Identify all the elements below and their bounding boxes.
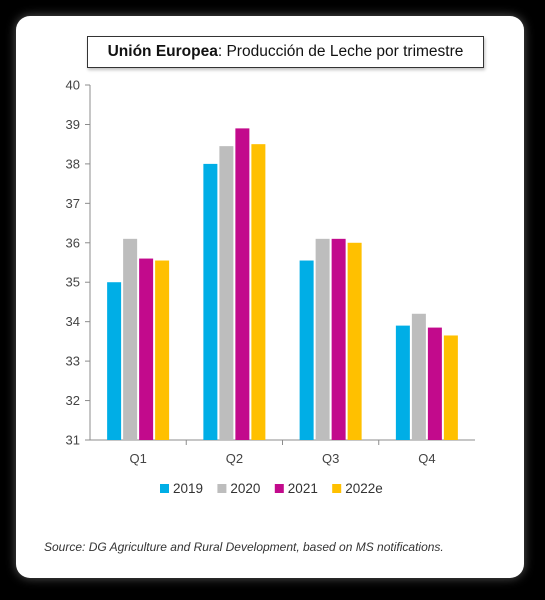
legend-swatch-2020 — [217, 484, 227, 493]
legend-label-2021: 2021 — [288, 481, 318, 496]
bar-q4-2020 — [411, 313, 426, 440]
source-note: Source: DG Agriculture and Rural Develop… — [44, 540, 444, 554]
bar-q4-2021 — [427, 327, 442, 440]
bar-q1-2019 — [107, 282, 122, 440]
chart-title-bold: Unión Europea — [107, 43, 218, 60]
y-tick-label: 33 — [66, 354, 80, 369]
bar-q3-2020 — [315, 238, 330, 440]
bar-q3-2019 — [299, 260, 314, 440]
bar-q2-2019 — [203, 163, 218, 440]
y-tick-label: 39 — [66, 117, 80, 132]
bar-q3-2021 — [331, 238, 346, 440]
bar-q2-2020 — [219, 146, 234, 440]
chart-legend: 2019 2020 2021 2022e — [160, 481, 383, 496]
x-tick-label: Q1 — [129, 451, 146, 466]
x-tick-label: Q4 — [418, 451, 435, 466]
chart-card: 31 32 33 34 35 36 37 38 39 40 Q1 Q2 Q3 Q4 2019 2020 202… — [16, 16, 524, 578]
x-tick-label: Q3 — [322, 451, 339, 466]
y-tick-label: 35 — [66, 275, 80, 290]
x-tick-label: Q2 — [226, 451, 243, 466]
legend-swatch-2019 — [160, 484, 169, 493]
y-tick-label: 40 — [66, 78, 80, 93]
bar-q4-2019 — [395, 325, 410, 440]
bar-q1-2020 — [123, 238, 138, 440]
bar-q4-2022e — [443, 335, 458, 440]
chart-bars — [107, 128, 458, 440]
bar-q3-2022e — [347, 242, 362, 440]
legend-swatch-2022e — [332, 484, 342, 493]
y-tick-label: 34 — [66, 314, 80, 329]
y-tick-label: 38 — [66, 156, 80, 171]
bar-q2-2021 — [235, 128, 250, 440]
chart-title-rest: : Producción de Leche por trimestre — [217, 43, 464, 60]
bar-q2-2022e — [251, 144, 266, 440]
y-tick-label: 32 — [66, 393, 80, 408]
y-tick-label: 37 — [66, 196, 80, 211]
legend-swatch-2021 — [274, 484, 284, 493]
chart-title: Unión Europea: Producción de Leche por t… — [87, 36, 484, 68]
y-tick-label: 31 — [66, 433, 80, 448]
bar-chart: 31 32 33 34 35 36 37 38 39 40 Q1 Q2 Q3 Q4 2019 2020 202… — [66, 78, 475, 496]
legend-label-2020: 2020 — [230, 481, 260, 496]
legend-label-2022e: 2022e — [345, 481, 383, 496]
legend-label-2019: 2019 — [173, 481, 203, 496]
chart-tick-labels: 31 32 33 34 35 36 37 38 39 40 Q1 Q2 Q3 Q4 — [66, 78, 436, 467]
y-tick-label: 36 — [66, 235, 80, 250]
chart-axes — [85, 84, 475, 445]
bar-q1-2021 — [139, 258, 154, 440]
bar-q1-2022e — [155, 260, 170, 440]
